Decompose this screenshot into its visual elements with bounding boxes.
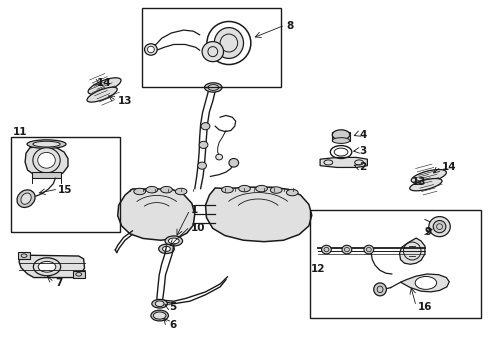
Text: 3: 3 <box>358 146 366 156</box>
Ellipse shape <box>155 301 163 307</box>
Ellipse shape <box>38 152 55 168</box>
Ellipse shape <box>27 140 66 148</box>
Text: 11: 11 <box>13 127 27 137</box>
Text: 14: 14 <box>97 78 112 88</box>
Ellipse shape <box>147 46 154 53</box>
Text: 7: 7 <box>55 278 62 288</box>
Ellipse shape <box>146 186 158 193</box>
Text: 9: 9 <box>424 227 431 237</box>
Ellipse shape <box>341 245 351 254</box>
Ellipse shape <box>221 186 233 193</box>
Ellipse shape <box>286 189 298 196</box>
Ellipse shape <box>428 217 449 237</box>
Text: 5: 5 <box>168 302 176 312</box>
Ellipse shape <box>162 246 170 251</box>
Ellipse shape <box>158 244 174 253</box>
Ellipse shape <box>201 123 209 130</box>
Text: 12: 12 <box>310 264 325 274</box>
Ellipse shape <box>175 188 186 195</box>
Ellipse shape <box>215 154 222 160</box>
Ellipse shape <box>255 185 267 192</box>
Ellipse shape <box>270 187 282 193</box>
Ellipse shape <box>321 245 330 254</box>
Bar <box>310 211 480 318</box>
Text: 4: 4 <box>358 130 366 140</box>
Ellipse shape <box>87 87 117 102</box>
Ellipse shape <box>152 300 167 308</box>
Ellipse shape <box>134 188 145 195</box>
Text: 1: 1 <box>190 206 198 216</box>
Ellipse shape <box>197 162 206 169</box>
Ellipse shape <box>38 261 56 272</box>
Ellipse shape <box>151 310 168 321</box>
Bar <box>331 132 349 140</box>
Text: 15: 15 <box>58 185 73 195</box>
Polygon shape <box>205 187 311 242</box>
Bar <box>73 271 85 278</box>
Ellipse shape <box>409 179 441 191</box>
Ellipse shape <box>373 283 386 296</box>
Ellipse shape <box>33 148 60 173</box>
Ellipse shape <box>207 85 218 90</box>
Bar <box>142 8 281 87</box>
Text: 13: 13 <box>411 177 426 187</box>
Bar <box>18 252 30 259</box>
Ellipse shape <box>21 193 31 204</box>
Ellipse shape <box>153 312 165 319</box>
Bar <box>11 137 120 232</box>
Ellipse shape <box>331 130 349 140</box>
Text: 8: 8 <box>285 21 293 31</box>
Ellipse shape <box>363 245 373 254</box>
Ellipse shape <box>238 185 250 192</box>
Ellipse shape <box>410 170 446 183</box>
Ellipse shape <box>331 138 349 143</box>
Ellipse shape <box>414 276 436 289</box>
Ellipse shape <box>164 236 182 246</box>
Polygon shape <box>19 255 84 278</box>
Ellipse shape <box>202 41 223 62</box>
Bar <box>32 172 61 178</box>
Ellipse shape <box>214 28 243 58</box>
Ellipse shape <box>160 186 172 193</box>
Polygon shape <box>399 238 424 264</box>
Polygon shape <box>320 157 366 167</box>
Text: 16: 16 <box>417 302 431 312</box>
Text: 10: 10 <box>190 223 205 233</box>
Ellipse shape <box>88 78 121 94</box>
Polygon shape <box>25 145 68 177</box>
Ellipse shape <box>33 141 60 147</box>
Ellipse shape <box>228 158 238 167</box>
Text: 2: 2 <box>358 162 366 172</box>
Text: 6: 6 <box>168 320 176 329</box>
Polygon shape <box>118 189 194 240</box>
Text: 14: 14 <box>441 162 456 172</box>
Ellipse shape <box>33 258 61 276</box>
Ellipse shape <box>204 83 222 92</box>
Ellipse shape <box>432 221 445 233</box>
Text: 13: 13 <box>118 96 132 106</box>
Ellipse shape <box>168 238 179 244</box>
Ellipse shape <box>199 141 207 148</box>
Ellipse shape <box>17 190 35 207</box>
Polygon shape <box>400 274 448 292</box>
Ellipse shape <box>144 44 157 55</box>
